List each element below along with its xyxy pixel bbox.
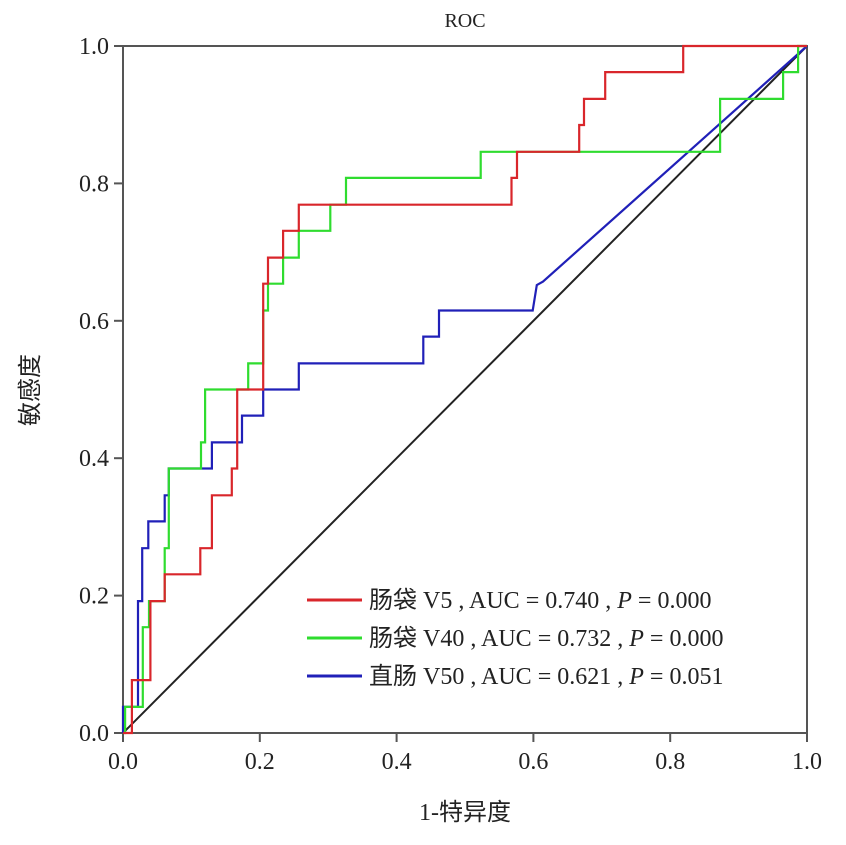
reference-diagonal-line	[122, 45, 808, 734]
legend-sep: ,	[611, 626, 629, 652]
legend-auc-prefix: , AUC =	[464, 626, 557, 652]
x-tick-label: 0.2	[245, 749, 275, 775]
x-axis: 0.0 0.2 0.4 0.6 0.8 1.0	[108, 733, 822, 775]
legend-p-symbol: P	[628, 626, 644, 652]
legend-series-name: 肠袋 V40	[369, 625, 464, 652]
legend-auc-prefix: , AUC =	[464, 664, 557, 690]
x-tick-label: 0.4	[382, 749, 412, 775]
legend-p-eq: =	[632, 588, 658, 614]
legend-item: 肠袋 V40 , AUC = 0.732 , P = 0.000	[307, 625, 723, 652]
y-tick-label: 0.4	[79, 446, 109, 472]
legend-sep: ,	[611, 664, 629, 690]
y-axis-label: 敏感度	[17, 354, 44, 426]
x-tick-label: 1.0	[792, 749, 822, 775]
legend-sep: ,	[599, 588, 617, 614]
legend-label: 肠袋 V40 , AUC = 0.732 , P = 0.000	[369, 625, 723, 652]
legend-auc-value: 0.621	[557, 664, 611, 690]
x-tick-label: 0.8	[655, 749, 685, 775]
plot-frame	[122, 45, 808, 734]
legend-p-symbol: P	[616, 588, 632, 614]
legend-label: 肠袋 V5 , AUC = 0.740 , P = 0.000	[369, 587, 711, 614]
plot-area: 0.0 0.2 0.4 0.6 0.8 1.0 0.0 0.2 0.4 0.6 0.8 1.0	[79, 34, 822, 775]
y-tick-label: 1.0	[79, 34, 109, 60]
x-tick-label: 0.0	[108, 749, 138, 775]
legend-auc-value: 0.732	[557, 626, 611, 652]
legend-series-name: 肠袋 V5	[369, 587, 452, 614]
series-group	[121, 44, 808, 735]
legend-p-value: 0.000	[669, 626, 723, 652]
legend-item: 肠袋 V5 , AUC = 0.740 , P = 0.000	[307, 587, 711, 614]
legend-p-value: 0.051	[669, 664, 723, 690]
legend-auc-value: 0.740	[545, 588, 599, 614]
legend-p-value: 0.000	[657, 588, 711, 614]
y-tick-label: 0.2	[79, 584, 109, 610]
x-tick-label: 0.6	[518, 749, 548, 775]
legend-p-eq: =	[644, 626, 670, 652]
y-axis: 0.0 0.2 0.4 0.6 0.8 1.0	[79, 34, 123, 747]
x-axis-label: 1-特异度	[419, 799, 511, 826]
y-tick-label: 0.0	[79, 721, 109, 747]
legend-p-symbol: P	[628, 664, 644, 690]
legend-item: 直肠 V50 , AUC = 0.621 , P = 0.051	[307, 663, 723, 690]
y-tick-label: 0.8	[79, 171, 109, 197]
legend-auc-prefix: , AUC =	[452, 588, 545, 614]
series-line-0	[123, 44, 807, 735]
legend-p-eq: =	[644, 664, 670, 690]
chart-title: ROC	[444, 10, 485, 32]
y-tick-label: 0.6	[79, 309, 109, 335]
series-line-2	[121, 45, 808, 733]
legend-label: 直肠 V50 , AUC = 0.621 , P = 0.051	[369, 663, 723, 690]
legend-series-name: 直肠 V50	[369, 663, 464, 690]
